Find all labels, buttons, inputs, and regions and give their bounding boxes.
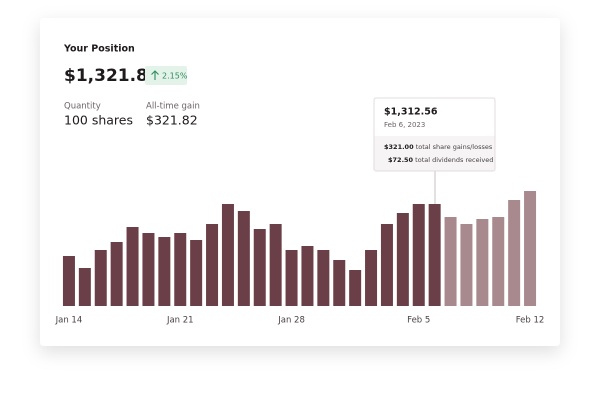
bar <box>365 250 378 306</box>
tooltip-footer <box>374 136 495 171</box>
bar <box>492 217 505 306</box>
bar <box>380 224 393 306</box>
bar-chart: Jan 14 Jan 21 Jan 28 Feb 5 Feb 12 <box>55 191 545 326</box>
bar <box>78 268 91 306</box>
tooltip: $1,312.56 Feb 6, 2023 $321.00 total shar… <box>373 97 496 172</box>
bar <box>301 246 314 306</box>
bar <box>158 237 171 306</box>
bar <box>349 270 362 306</box>
tooltip-row: $72.50 total dividends received <box>388 156 493 164</box>
bar <box>476 219 489 306</box>
bar <box>412 204 425 306</box>
bar <box>285 250 298 306</box>
x-tick-label: Jan 28 <box>277 316 305 326</box>
quantity-label: Quantity <box>64 102 101 112</box>
up-arrow <box>151 70 159 80</box>
bar <box>428 204 441 306</box>
bar <box>524 191 537 306</box>
bar <box>142 233 155 306</box>
quantity: 100 shares <box>64 113 133 128</box>
bar <box>206 224 219 306</box>
title: Your Position <box>63 44 135 55</box>
x-tick-label: Feb 12 <box>516 316 545 326</box>
bar <box>508 200 521 306</box>
bar <box>460 224 473 306</box>
x-tick-label: Jan 21 <box>166 316 194 326</box>
gain-label: All-time gain <box>146 102 200 112</box>
gain: $321.82 <box>146 113 198 128</box>
x-tick-label: Feb 5 <box>407 316 430 326</box>
tooltip-amount: $72.50 <box>388 156 414 164</box>
bar <box>444 217 457 306</box>
tooltip-row: $321.00 total share gains/losses <box>384 143 493 151</box>
bar <box>174 233 187 306</box>
bar <box>190 240 203 306</box>
x-tick-label: Jan 14 <box>55 316 83 326</box>
tooltip-value: $1,312.56 <box>384 107 438 118</box>
price: $1,321.82 <box>64 66 160 86</box>
tooltip-text: total share gains/losses <box>416 143 493 151</box>
change: 2.15% <box>162 72 188 81</box>
tooltip-text: total dividends received <box>415 156 493 164</box>
bar <box>253 229 266 306</box>
bar <box>333 260 346 306</box>
tooltip-date: Feb 6, 2023 <box>384 121 425 129</box>
bar <box>126 227 139 306</box>
bar <box>396 213 409 306</box>
bar <box>237 211 250 306</box>
bar <box>110 242 123 306</box>
bar <box>94 250 107 306</box>
bar <box>269 224 282 306</box>
bar <box>62 256 75 306</box>
tooltip-amount: $321.00 <box>384 143 414 151</box>
bar <box>317 250 330 306</box>
bar <box>221 204 234 306</box>
